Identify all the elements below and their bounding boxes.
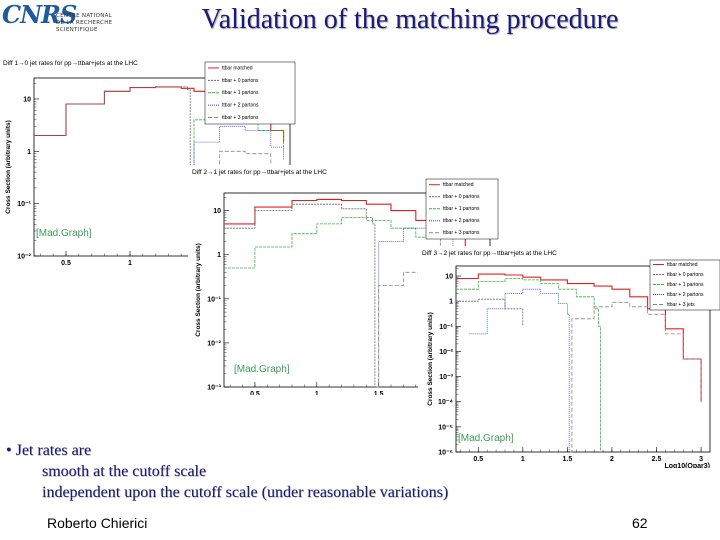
series-line-partons-0 bbox=[224, 203, 376, 387]
legend-entry: ttbar matched bbox=[667, 262, 698, 268]
series-line-partons-3 bbox=[570, 301, 702, 453]
chart-title: Diff 2→1 jet rates for pp→ttbar+jets at … bbox=[192, 169, 327, 176]
y-tick-label: 10⁻³ bbox=[439, 374, 453, 381]
x-tick-label: 2 bbox=[610, 456, 614, 463]
legend-entry: ttbar + 2 partons bbox=[443, 218, 480, 224]
legend-entry: ttbar + 1 partons bbox=[222, 90, 259, 96]
legend-entry: ttbar + 3 jets bbox=[667, 302, 695, 308]
y-tick-label: 10⁻¹ bbox=[17, 201, 31, 208]
y-tick-label: 10 bbox=[445, 274, 453, 281]
series-line-partons-1 bbox=[456, 278, 601, 452]
legend-entry: ttbar + 0 partons bbox=[667, 272, 704, 278]
x-tick-label: 0.5 bbox=[473, 456, 483, 463]
madgraph-watermark: [Mad.Graph] bbox=[458, 433, 514, 444]
chart-title: Diff 3→2 jet rates for pp→ttbar+jets at … bbox=[422, 250, 557, 257]
legend-box bbox=[204, 61, 296, 125]
y-tick-label: 10 bbox=[23, 96, 31, 103]
legend-entry: ttbar + 3 partons bbox=[443, 230, 480, 236]
y-tick-label: 1 bbox=[217, 252, 221, 259]
series-line-partons-2 bbox=[469, 288, 570, 452]
legend-entry: ttbar matched bbox=[443, 182, 474, 188]
footer-author: Roberto Chierici bbox=[47, 515, 148, 531]
legend-entry: ttbar matched bbox=[222, 65, 253, 71]
cnrs-logo: CNRS CENTRE NATIONAL DE LA RECHERCHE SCI… bbox=[0, 0, 140, 46]
y-tick-label: 10⁻⁴ bbox=[438, 399, 453, 406]
x-tick-label: 0.5 bbox=[61, 260, 71, 267]
y-tick-label: 10⁻¹ bbox=[207, 296, 221, 303]
y-tick-label: 10⁻² bbox=[439, 349, 453, 356]
bullet-sub-smooth: smooth at the cutoff scale bbox=[42, 463, 207, 480]
y-axis-label: Cross Section (arbitrary units) bbox=[195, 243, 202, 337]
y-tick-label: 1 bbox=[449, 299, 453, 306]
y-axis-label: Cross Section (arbitrary units) bbox=[5, 120, 12, 214]
y-tick-label: 10 bbox=[213, 208, 221, 215]
series-line-partons-0 bbox=[34, 86, 191, 256]
legend-entry: ttbar + 1 partons bbox=[443, 206, 480, 212]
bullet-main: • Jet rates are bbox=[6, 442, 92, 459]
legend-entry: ttbar + 0 partons bbox=[222, 78, 259, 84]
y-tick-label: 10⁻⁶ bbox=[438, 450, 453, 457]
logo-line: SCIENTIFIQUE bbox=[56, 27, 98, 33]
x-tick-label: 1.5 bbox=[374, 391, 384, 395]
chart-svg: Diff 3→2 jet rates for pp→ttbar+jets at … bbox=[422, 250, 720, 468]
bullet-list: • Jet rates are smooth at the cutoff sca… bbox=[6, 440, 448, 503]
y-tick-label: 1 bbox=[27, 149, 31, 156]
logo-text: CENTRE NATIONAL DE LA RECHERCHE SCIENTIF… bbox=[56, 13, 112, 34]
x-tick-label: 1 bbox=[128, 260, 132, 267]
bullet-sub-independent: independent upon the cutoff scale (under… bbox=[42, 484, 449, 501]
legend-entry: ttbar + 2 partons bbox=[222, 103, 259, 109]
logo-mark: CNRS bbox=[2, 0, 77, 29]
y-tick-label: 10⁻³ bbox=[207, 385, 221, 392]
chart-title: Diff 1→0 jet rates for pp→ttbar+jets at … bbox=[3, 60, 138, 67]
slide-title: Validation of the matching procedure bbox=[201, 4, 619, 35]
series-line-partons-1 bbox=[224, 217, 491, 282]
x-axis-label: Log10(Qpar3) bbox=[664, 463, 710, 468]
x-tick-label: 3 bbox=[699, 456, 703, 463]
y-tick-label: 10⁻⁵ bbox=[438, 424, 453, 431]
logo-line: DE LA RECHERCHE bbox=[56, 20, 113, 26]
legend-entry: ttbar + 3 partons bbox=[222, 115, 259, 121]
jet-rate-plot-diff-3-2: Diff 3→2 jet rates for pp→ttbar+jets at … bbox=[418, 246, 720, 468]
y-tick-label: 10⁻¹ bbox=[439, 324, 453, 331]
x-tick-label: 0.5 bbox=[250, 391, 260, 395]
madgraph-watermark: [Mad.Graph] bbox=[234, 364, 290, 375]
legend-entry: ttbar + 1 partons bbox=[667, 282, 704, 288]
x-tick-label: 1 bbox=[315, 391, 319, 395]
legend-entry: ttbar + 2 partons bbox=[667, 292, 704, 298]
page-number: 62 bbox=[632, 515, 648, 531]
y-axis-label: Cross Section (arbitrary units) bbox=[427, 312, 434, 406]
x-tick-label: 2.5 bbox=[652, 456, 662, 463]
madgraph-watermark: [Mad.Graph] bbox=[36, 228, 92, 239]
y-tick-label: 10⁻² bbox=[207, 340, 221, 347]
logo-line: CENTRE NATIONAL bbox=[56, 13, 113, 19]
legend-entry: ttbar + 0 partons bbox=[443, 194, 480, 200]
y-tick-label: 10⁻² bbox=[17, 254, 31, 261]
x-tick-label: 1 bbox=[521, 456, 525, 463]
x-tick-label: 1.5 bbox=[563, 456, 573, 463]
